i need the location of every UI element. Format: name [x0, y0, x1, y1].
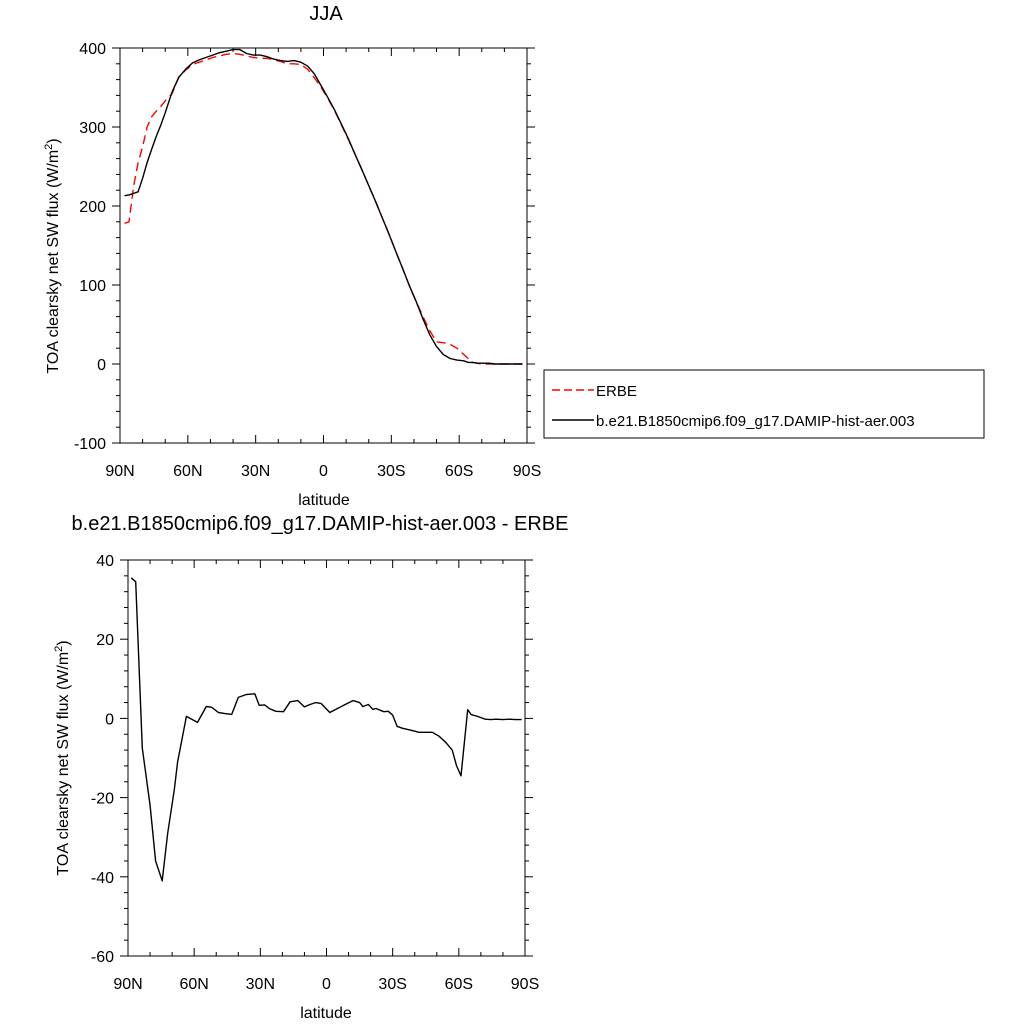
bottom-chart-ticks	[120, 559, 533, 957]
top-chart-x-tick-labels: 90N 60N 30N 0 30S 60S 90S	[105, 463, 541, 480]
top-y-tick-label: -100	[74, 436, 106, 453]
top-chart-ticks	[112, 47, 535, 444]
bottom-chart-x-tick-labels: 90N 60N 30N 0 30S 60S 90S	[113, 976, 539, 993]
legend-label-erbe: ERBE	[596, 383, 637, 400]
bottom-y-label-sup: 2	[53, 646, 65, 652]
top-chart-title: JJA	[309, 3, 343, 25]
bottom-y-tick-label: 0	[105, 711, 114, 728]
top-chart-y-axis-label: TOA clearsky net SW flux (W/m2)	[43, 138, 62, 373]
bottom-x-tick-label: 30S	[378, 976, 406, 993]
bottom-x-tick-label: 90N	[113, 976, 142, 993]
top-y-tick-label: 0	[97, 357, 106, 374]
top-y-label-sup: 2	[43, 144, 55, 150]
top-x-tick-label: 90S	[513, 463, 541, 480]
top-x-tick-label: 30N	[241, 463, 270, 480]
bottom-x-tick-label: 90S	[511, 976, 539, 993]
top-chart-x-axis-label: latitude	[298, 492, 350, 509]
top-series-line-b-e21-b1850cmip6-f09-g17-damip-hist-aer-003	[124, 48, 523, 365]
bottom-chart-y-tick-labels: -60 -40 -20 0 20 40	[91, 553, 114, 966]
top-x-tick-label: 60N	[173, 463, 202, 480]
bottom-chart-series	[130, 577, 522, 882]
bottom-x-tick-label: 60S	[445, 976, 473, 993]
top-chart-y-tick-labels: -100 0 100 200 300 400	[74, 41, 106, 453]
top-series-line-erbe	[124, 52, 523, 365]
legend-box	[543, 369, 985, 439]
bottom-y-tick-label: 40	[96, 553, 114, 570]
bottom-chart-title: b.e21.B1850cmip6.f09_g17.DAMIP-hist-aer.…	[72, 513, 569, 535]
legend-label-model: b.e21.B1850cmip6.f09_g17.DAMIP-hist-aer.…	[596, 413, 915, 430]
top-x-tick-label: 60S	[445, 463, 473, 480]
bottom-series-line-difference	[130, 577, 522, 882]
top-y-label-tail: )	[45, 138, 62, 143]
top-x-tick-label: 30S	[377, 463, 405, 480]
bottom-x-tick-label: 30N	[246, 976, 275, 993]
bottom-chart-x-axis-label: latitude	[300, 1005, 352, 1022]
bottom-y-label-main: TOA clearsky net SW flux (W/m	[55, 652, 72, 876]
bottom-x-tick-label: 60N	[179, 976, 208, 993]
top-chart-frame	[119, 47, 528, 444]
bottom-chart-y-axis-label: TOA clearsky net SW flux (W/m2)	[53, 640, 72, 875]
top-y-label-main: TOA clearsky net SW flux (W/m	[45, 150, 62, 374]
top-y-tick-label: 300	[79, 120, 106, 137]
bottom-y-tick-label: -20	[91, 791, 114, 808]
legend: ERBE b.e21.B1850cmip6.f09_g17.DAMIP-hist…	[543, 369, 985, 439]
bottom-x-tick-label: 0	[322, 976, 331, 993]
top-y-tick-label: 200	[79, 199, 106, 216]
top-y-tick-label: 400	[79, 41, 106, 58]
bottom-y-tick-label: -60	[91, 949, 114, 966]
top-chart-series	[124, 48, 523, 365]
bottom-y-tick-label: -40	[91, 870, 114, 887]
bottom-chart: b.e21.B1850cmip6.f09_g17.DAMIP-hist-aer.…	[53, 513, 568, 1022]
bottom-y-label-tail: )	[55, 640, 72, 645]
top-chart: JJA 90N 60N 30N 0 30S 60S 90S -100 0 100 200 300 40…	[43, 3, 541, 509]
bottom-chart-frame	[127, 559, 526, 957]
top-x-tick-label: 0	[319, 463, 328, 480]
bottom-y-tick-label: 20	[96, 632, 114, 649]
top-x-tick-label: 90N	[105, 463, 134, 480]
top-y-tick-label: 100	[79, 278, 106, 295]
